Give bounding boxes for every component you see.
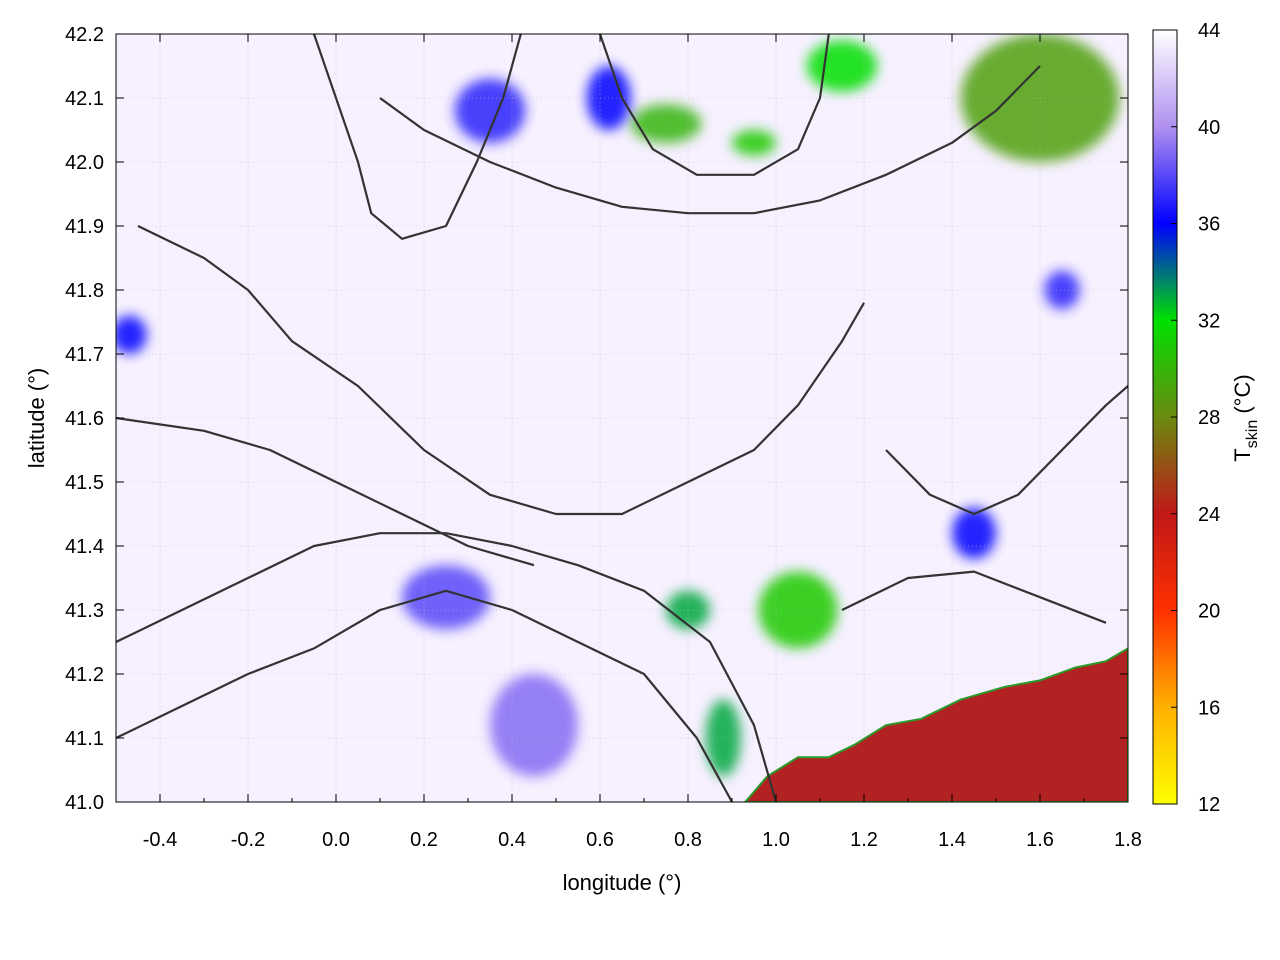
colorbar-tick-label: 16 <box>1198 697 1220 719</box>
y-axis: 41.0 41.1 41.2 41.3 41.4 41.5 41.6 41.7 41.8 41.9… <box>65 24 1128 814</box>
contour-line <box>116 416 535 567</box>
contour-line <box>137 225 865 516</box>
x-tick-label: 1.4 <box>938 829 966 851</box>
y-tick-label: 41.4 <box>65 536 104 558</box>
contour-line <box>885 385 1128 516</box>
colorbar-tick-label: 24 <box>1198 504 1220 526</box>
x-tick-label: 1.6 <box>1026 829 1054 851</box>
contour-line <box>116 532 778 802</box>
sea-region <box>743 647 1128 802</box>
x-tick-label: 0.8 <box>674 829 702 851</box>
x-tick-label: -0.4 <box>143 829 177 851</box>
colorbar: 12 16 20 24 28 32 36 40 44 Tskin (°C) <box>1152 20 1261 816</box>
colorbar-ticks: 12 16 20 24 28 32 36 40 44 <box>1171 20 1220 816</box>
x-tick-label: 1.0 <box>762 829 790 851</box>
x-axis: -0.4 -0.2 0.0 0.2 0.4 0.6 0.8 1.0 1.2 1.4 1.6 1.8 <box>115 34 1142 851</box>
temperature-patch <box>806 40 878 92</box>
x-tick-label: 1.2 <box>850 829 878 851</box>
temperature-patch <box>116 315 147 354</box>
x-tick-label: 0.6 <box>586 829 614 851</box>
x-tick-label: 0.2 <box>410 829 438 851</box>
temperature-patch <box>402 565 490 630</box>
y-tick-label: 42.0 <box>65 152 104 174</box>
temperature-patch <box>732 130 776 156</box>
y-axis-label: latitude (°) <box>24 368 49 469</box>
contour-lines <box>116 34 1128 802</box>
plot-area <box>116 34 1128 802</box>
colorbar-tick-label: 32 <box>1198 310 1220 332</box>
y-tick-label: 41.7 <box>65 344 104 366</box>
grid <box>116 34 1128 802</box>
contour-line <box>841 570 1107 624</box>
y-tick-label: 42.1 <box>65 88 104 110</box>
colorbar-tick-label: 12 <box>1198 794 1220 816</box>
colorbar-tick-label: 44 <box>1198 20 1220 42</box>
colorbar-label: Tskin (°C) <box>1230 374 1261 461</box>
y-tick-label: 41.6 <box>65 408 104 430</box>
x-axis-label: longitude (°) <box>563 870 682 895</box>
y-tick-label: 41.3 <box>65 600 104 622</box>
temperature-patch <box>1044 270 1080 310</box>
colorbar-label-unit: (°C) <box>1230 374 1255 419</box>
colorbar-tick-label: 20 <box>1198 601 1220 623</box>
y-tick-label: 41.9 <box>65 216 104 238</box>
colorbar-label-main: T <box>1230 448 1255 461</box>
y-tick-label: 41.2 <box>65 664 104 686</box>
y-tick-label: 41.1 <box>65 728 104 750</box>
colorbar-label-sub: skin <box>1244 420 1261 448</box>
colorbar-tick-label: 36 <box>1198 214 1220 236</box>
contour-line <box>116 589 733 802</box>
colorbar-tick-label: 28 <box>1198 407 1220 429</box>
colorbar-tick-label: 40 <box>1198 117 1220 139</box>
temperature-patch <box>705 699 741 777</box>
temperature-patch <box>454 78 526 143</box>
y-tick-label: 41.5 <box>65 472 104 494</box>
y-tick-label: 42.2 <box>65 24 104 46</box>
temperature-patch <box>952 507 996 559</box>
x-tick-label: 1.8 <box>1114 829 1142 851</box>
temperature-patch <box>758 571 838 649</box>
y-tick-label: 41.0 <box>65 792 104 814</box>
x-tick-label: 0.4 <box>498 829 526 851</box>
x-tick-label: 0.0 <box>322 829 350 851</box>
contour-line <box>312 34 522 240</box>
x-tick-label: -0.2 <box>231 829 265 851</box>
temperature-patch <box>630 104 702 143</box>
temperature-patch <box>490 674 578 777</box>
y-tick-label: 41.8 <box>65 280 104 302</box>
contour-line <box>598 34 830 176</box>
